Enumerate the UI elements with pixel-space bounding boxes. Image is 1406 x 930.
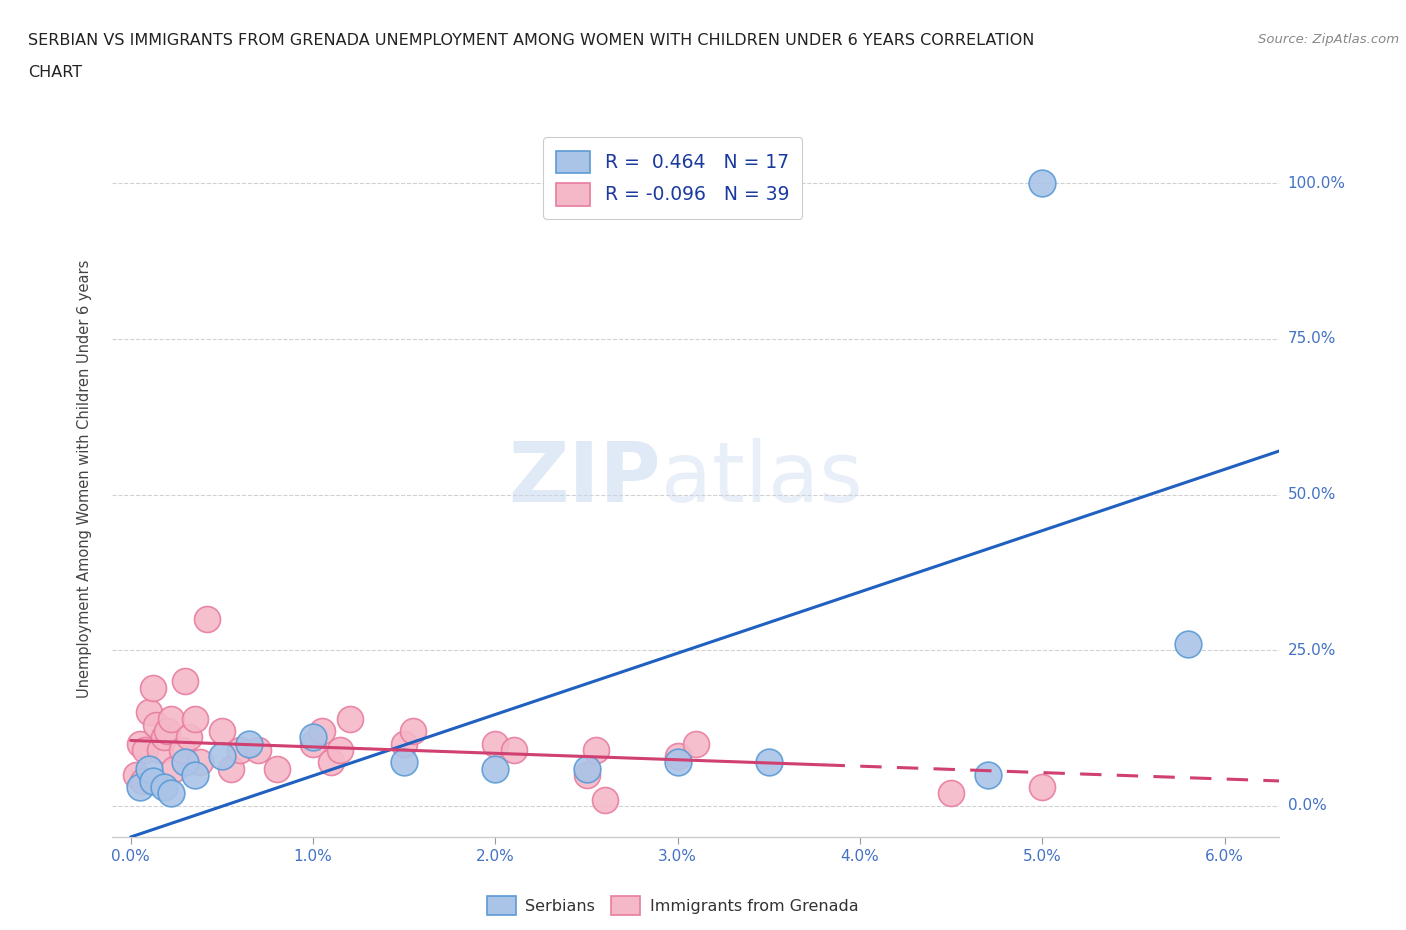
Text: atlas: atlas bbox=[661, 438, 863, 520]
Point bbox=[484, 737, 506, 751]
Point bbox=[170, 742, 193, 757]
Point bbox=[163, 761, 186, 776]
Point bbox=[160, 786, 183, 801]
Point bbox=[183, 711, 205, 726]
Point bbox=[229, 742, 252, 757]
Point bbox=[152, 779, 174, 794]
Point bbox=[128, 737, 150, 751]
Point bbox=[575, 761, 598, 776]
Point bbox=[339, 711, 361, 726]
Text: 0.0%: 0.0% bbox=[1288, 798, 1326, 814]
Point bbox=[329, 742, 352, 757]
Y-axis label: Unemployment Among Women with Children Under 6 years: Unemployment Among Women with Children U… bbox=[77, 259, 91, 698]
Point bbox=[321, 755, 343, 770]
Point bbox=[211, 724, 233, 738]
Text: 50.0%: 50.0% bbox=[1288, 487, 1336, 502]
Point bbox=[392, 737, 416, 751]
Text: 25.0%: 25.0% bbox=[1288, 643, 1336, 658]
Point bbox=[188, 755, 211, 770]
Point bbox=[219, 761, 242, 776]
Point bbox=[152, 730, 174, 745]
Text: Source: ZipAtlas.com: Source: ZipAtlas.com bbox=[1258, 33, 1399, 46]
Legend: Serbians, Immigrants from Grenada: Serbians, Immigrants from Grenada bbox=[479, 888, 866, 923]
Point bbox=[138, 705, 160, 720]
Point bbox=[585, 742, 607, 757]
Point bbox=[575, 767, 598, 782]
Text: ZIP: ZIP bbox=[509, 438, 661, 520]
Point bbox=[302, 730, 325, 745]
Point bbox=[302, 737, 325, 751]
Point bbox=[593, 792, 616, 807]
Point bbox=[125, 767, 148, 782]
Point bbox=[666, 755, 689, 770]
Point bbox=[502, 742, 524, 757]
Text: 100.0%: 100.0% bbox=[1288, 176, 1346, 191]
Text: SERBIAN VS IMMIGRANTS FROM GRENADA UNEMPLOYMENT AMONG WOMEN WITH CHILDREN UNDER : SERBIAN VS IMMIGRANTS FROM GRENADA UNEMP… bbox=[28, 33, 1035, 47]
Point bbox=[134, 742, 156, 757]
Point bbox=[238, 737, 260, 751]
Point bbox=[685, 737, 707, 751]
Point bbox=[174, 755, 197, 770]
Point bbox=[149, 742, 172, 757]
Point bbox=[211, 749, 233, 764]
Point bbox=[160, 711, 183, 726]
Point bbox=[1177, 636, 1199, 651]
Point bbox=[941, 786, 963, 801]
Point bbox=[484, 761, 506, 776]
Point bbox=[183, 767, 205, 782]
Point bbox=[174, 674, 197, 689]
Point bbox=[266, 761, 288, 776]
Point bbox=[758, 755, 780, 770]
Point bbox=[392, 755, 416, 770]
Point bbox=[138, 761, 160, 776]
Point bbox=[311, 724, 333, 738]
Point bbox=[402, 724, 425, 738]
Point bbox=[142, 774, 165, 789]
Point bbox=[142, 680, 165, 695]
Point bbox=[1031, 779, 1053, 794]
Text: 75.0%: 75.0% bbox=[1288, 331, 1336, 346]
Point bbox=[132, 774, 155, 789]
Point bbox=[1031, 176, 1053, 191]
Point bbox=[128, 779, 150, 794]
Text: CHART: CHART bbox=[28, 65, 82, 80]
Point bbox=[666, 749, 689, 764]
Point bbox=[177, 730, 200, 745]
Point bbox=[195, 612, 218, 627]
Point bbox=[976, 767, 998, 782]
Point bbox=[247, 742, 270, 757]
Point bbox=[145, 717, 167, 732]
Point bbox=[156, 724, 179, 738]
